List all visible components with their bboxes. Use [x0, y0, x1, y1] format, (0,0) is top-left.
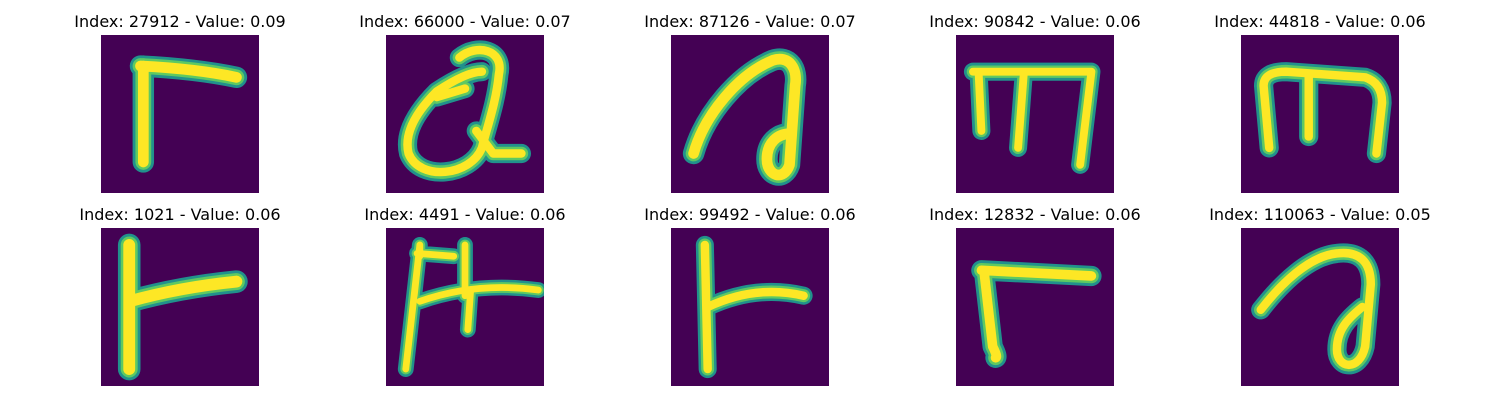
panel-title: Index: 90842 - Value: 0.06: [929, 12, 1141, 31]
glyph-image-4: [956, 35, 1114, 193]
panel-title: Index: 1021 - Value: 0.06: [79, 205, 281, 224]
panel-10: Index: 110063 - Value: 0.05: [1180, 205, 1460, 395]
panel-4: Index: 90842 - Value: 0.06: [895, 12, 1175, 202]
glyph-image-5: [1241, 35, 1399, 193]
panel-title: Index: 4491 - Value: 0.06: [364, 205, 566, 224]
panel-8: Index: 99492 - Value: 0.06: [610, 205, 890, 395]
panel-3: Index: 87126 - Value: 0.07: [610, 12, 890, 202]
panel-title: Index: 12832 - Value: 0.06: [929, 205, 1141, 224]
glyph-image-3: [671, 35, 829, 193]
glyph-image-8: [671, 228, 829, 386]
panel-title: Index: 99492 - Value: 0.06: [644, 205, 856, 224]
glyph-image-9: [956, 228, 1114, 386]
glyph-image-10: [1241, 228, 1399, 386]
glyph-image-7: [386, 228, 544, 386]
panel-2: Index: 66000 - Value: 0.07: [325, 12, 605, 202]
glyph-image-6: [101, 228, 259, 386]
panel-title: Index: 44818 - Value: 0.06: [1214, 12, 1426, 31]
panel-title: Index: 87126 - Value: 0.07: [644, 12, 856, 31]
panel-5: Index: 44818 - Value: 0.06: [1180, 12, 1460, 202]
panel-title: Index: 110063 - Value: 0.05: [1209, 205, 1431, 224]
glyph-image-1: [101, 35, 259, 193]
glyph-image-2: [386, 35, 544, 193]
panel-9: Index: 12832 - Value: 0.06: [895, 205, 1175, 395]
panel-title: Index: 27912 - Value: 0.09: [74, 12, 286, 31]
panel-7: Index: 4491 - Value: 0.06: [325, 205, 605, 395]
panel-6: Index: 1021 - Value: 0.06: [40, 205, 320, 395]
panel-1: Index: 27912 - Value: 0.09: [40, 12, 320, 202]
panel-title: Index: 66000 - Value: 0.07: [359, 12, 571, 31]
